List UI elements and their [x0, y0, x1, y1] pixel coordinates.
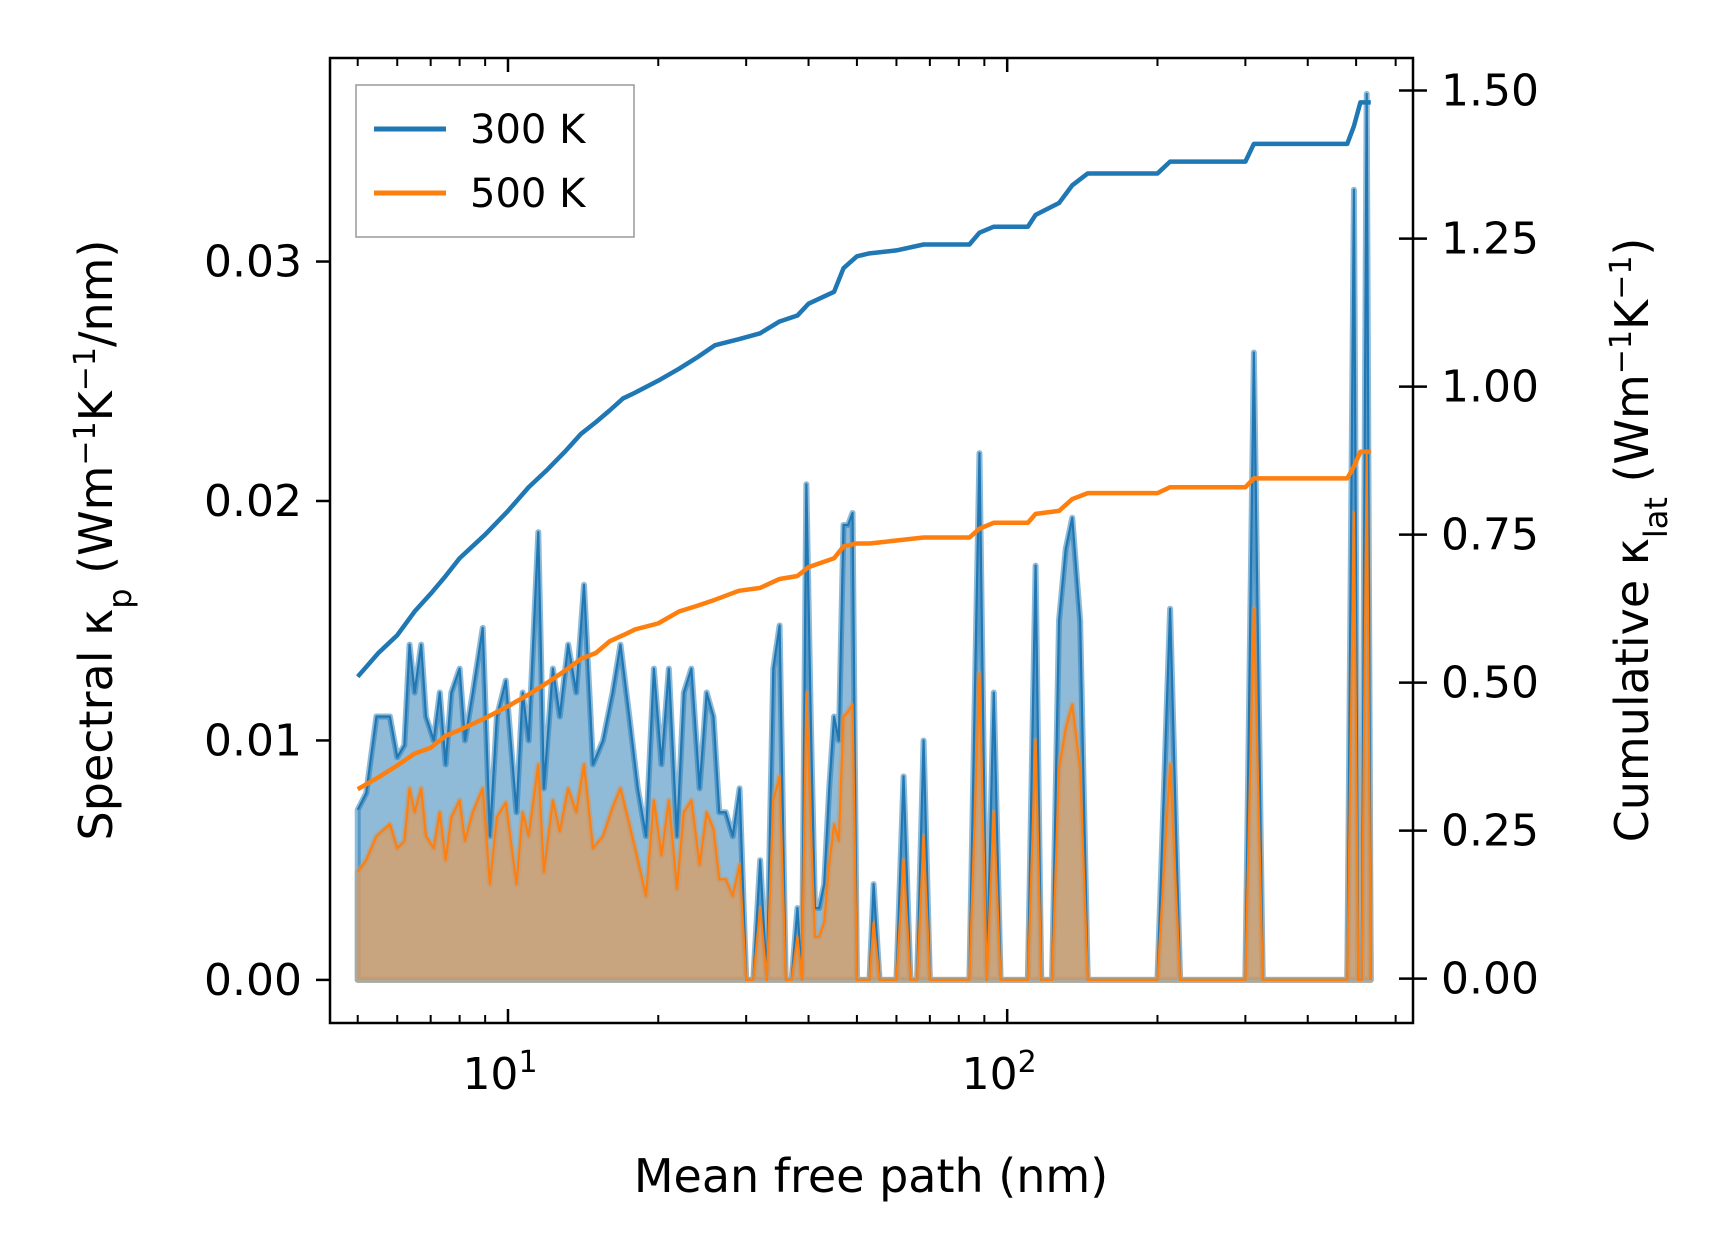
- left-y-tick-label: 0.01: [204, 715, 302, 766]
- left-label-sub: p: [101, 588, 139, 608]
- x-tick-base: 10: [462, 1049, 518, 1100]
- x-tick-base: 10: [962, 1049, 1018, 1100]
- left-label-unit-b: K: [69, 389, 123, 421]
- right-label-unit-a: (Wm: [1605, 374, 1659, 497]
- left-label-main: Spectral κ: [69, 609, 123, 841]
- right-y-tick-label: 0.25: [1441, 806, 1539, 857]
- cumulative-line-500k: [356, 449, 1371, 792]
- left-label-sup1: −1: [68, 421, 103, 465]
- spectral-line-500k: [356, 452, 1372, 982]
- spectral-line-300k: [356, 92, 1372, 982]
- left-label-unit-c: /nm): [69, 240, 123, 347]
- right-label-sup2: −1: [1604, 256, 1639, 300]
- right-y-tick-label: 1.50: [1441, 66, 1539, 117]
- right-label-sup1: −1: [1604, 330, 1639, 374]
- x-tick-exponent: 1: [518, 1045, 537, 1080]
- plot-area: [354, 90, 1374, 983]
- ticks: [316, 58, 1427, 1023]
- right-label-unit-c: ): [1605, 238, 1659, 256]
- axes-border: [328, 56, 1415, 1025]
- x-tick-label: 102: [962, 1045, 1037, 1101]
- left-y-tick-label: 0.02: [204, 476, 302, 527]
- x-tick-label: 101: [462, 1045, 537, 1101]
- tick-labels: 0.00 0.01 0.02 0.03 0.00 0.25 0.50 0.75 1.00 1.25…: [204, 66, 1539, 1100]
- right-y-tick-label: 1.25: [1441, 214, 1539, 265]
- right-y-axis-label: Cumulative κlat (Wm−1K−1): [1604, 238, 1676, 843]
- right-label-main: Cumulative κ: [1605, 538, 1659, 842]
- left-y-axis-label: Spectral κp (Wm−1K−1/nm): [68, 240, 140, 841]
- left-y-tick-label: 0.00: [204, 955, 302, 1006]
- left-label-unit-a: (Wm: [69, 466, 123, 589]
- legend-label-500k: 500 K: [470, 171, 587, 217]
- x-axis-label: Mean free path (nm): [634, 1149, 1108, 1203]
- legend-label-300k: 300 K: [470, 107, 587, 153]
- right-y-tick-label: 0.00: [1441, 954, 1539, 1005]
- left-y-tick-label: 0.03: [204, 237, 302, 288]
- right-label-unit-b: K: [1605, 298, 1659, 330]
- legend-frame: [355, 84, 635, 238]
- x-tick-exponent: 2: [1018, 1045, 1037, 1080]
- legend: 300 K 500 K: [355, 84, 635, 238]
- right-y-tick-label: 0.75: [1441, 510, 1539, 561]
- left-label-sup2: −1: [68, 347, 103, 391]
- cumulative-line-300k: [356, 100, 1371, 679]
- right-label-sub: lat: [1637, 497, 1675, 538]
- axes-frame: [328, 56, 1415, 1025]
- right-y-tick-label: 0.50: [1441, 658, 1539, 709]
- right-y-tick-label: 1.00: [1441, 362, 1539, 413]
